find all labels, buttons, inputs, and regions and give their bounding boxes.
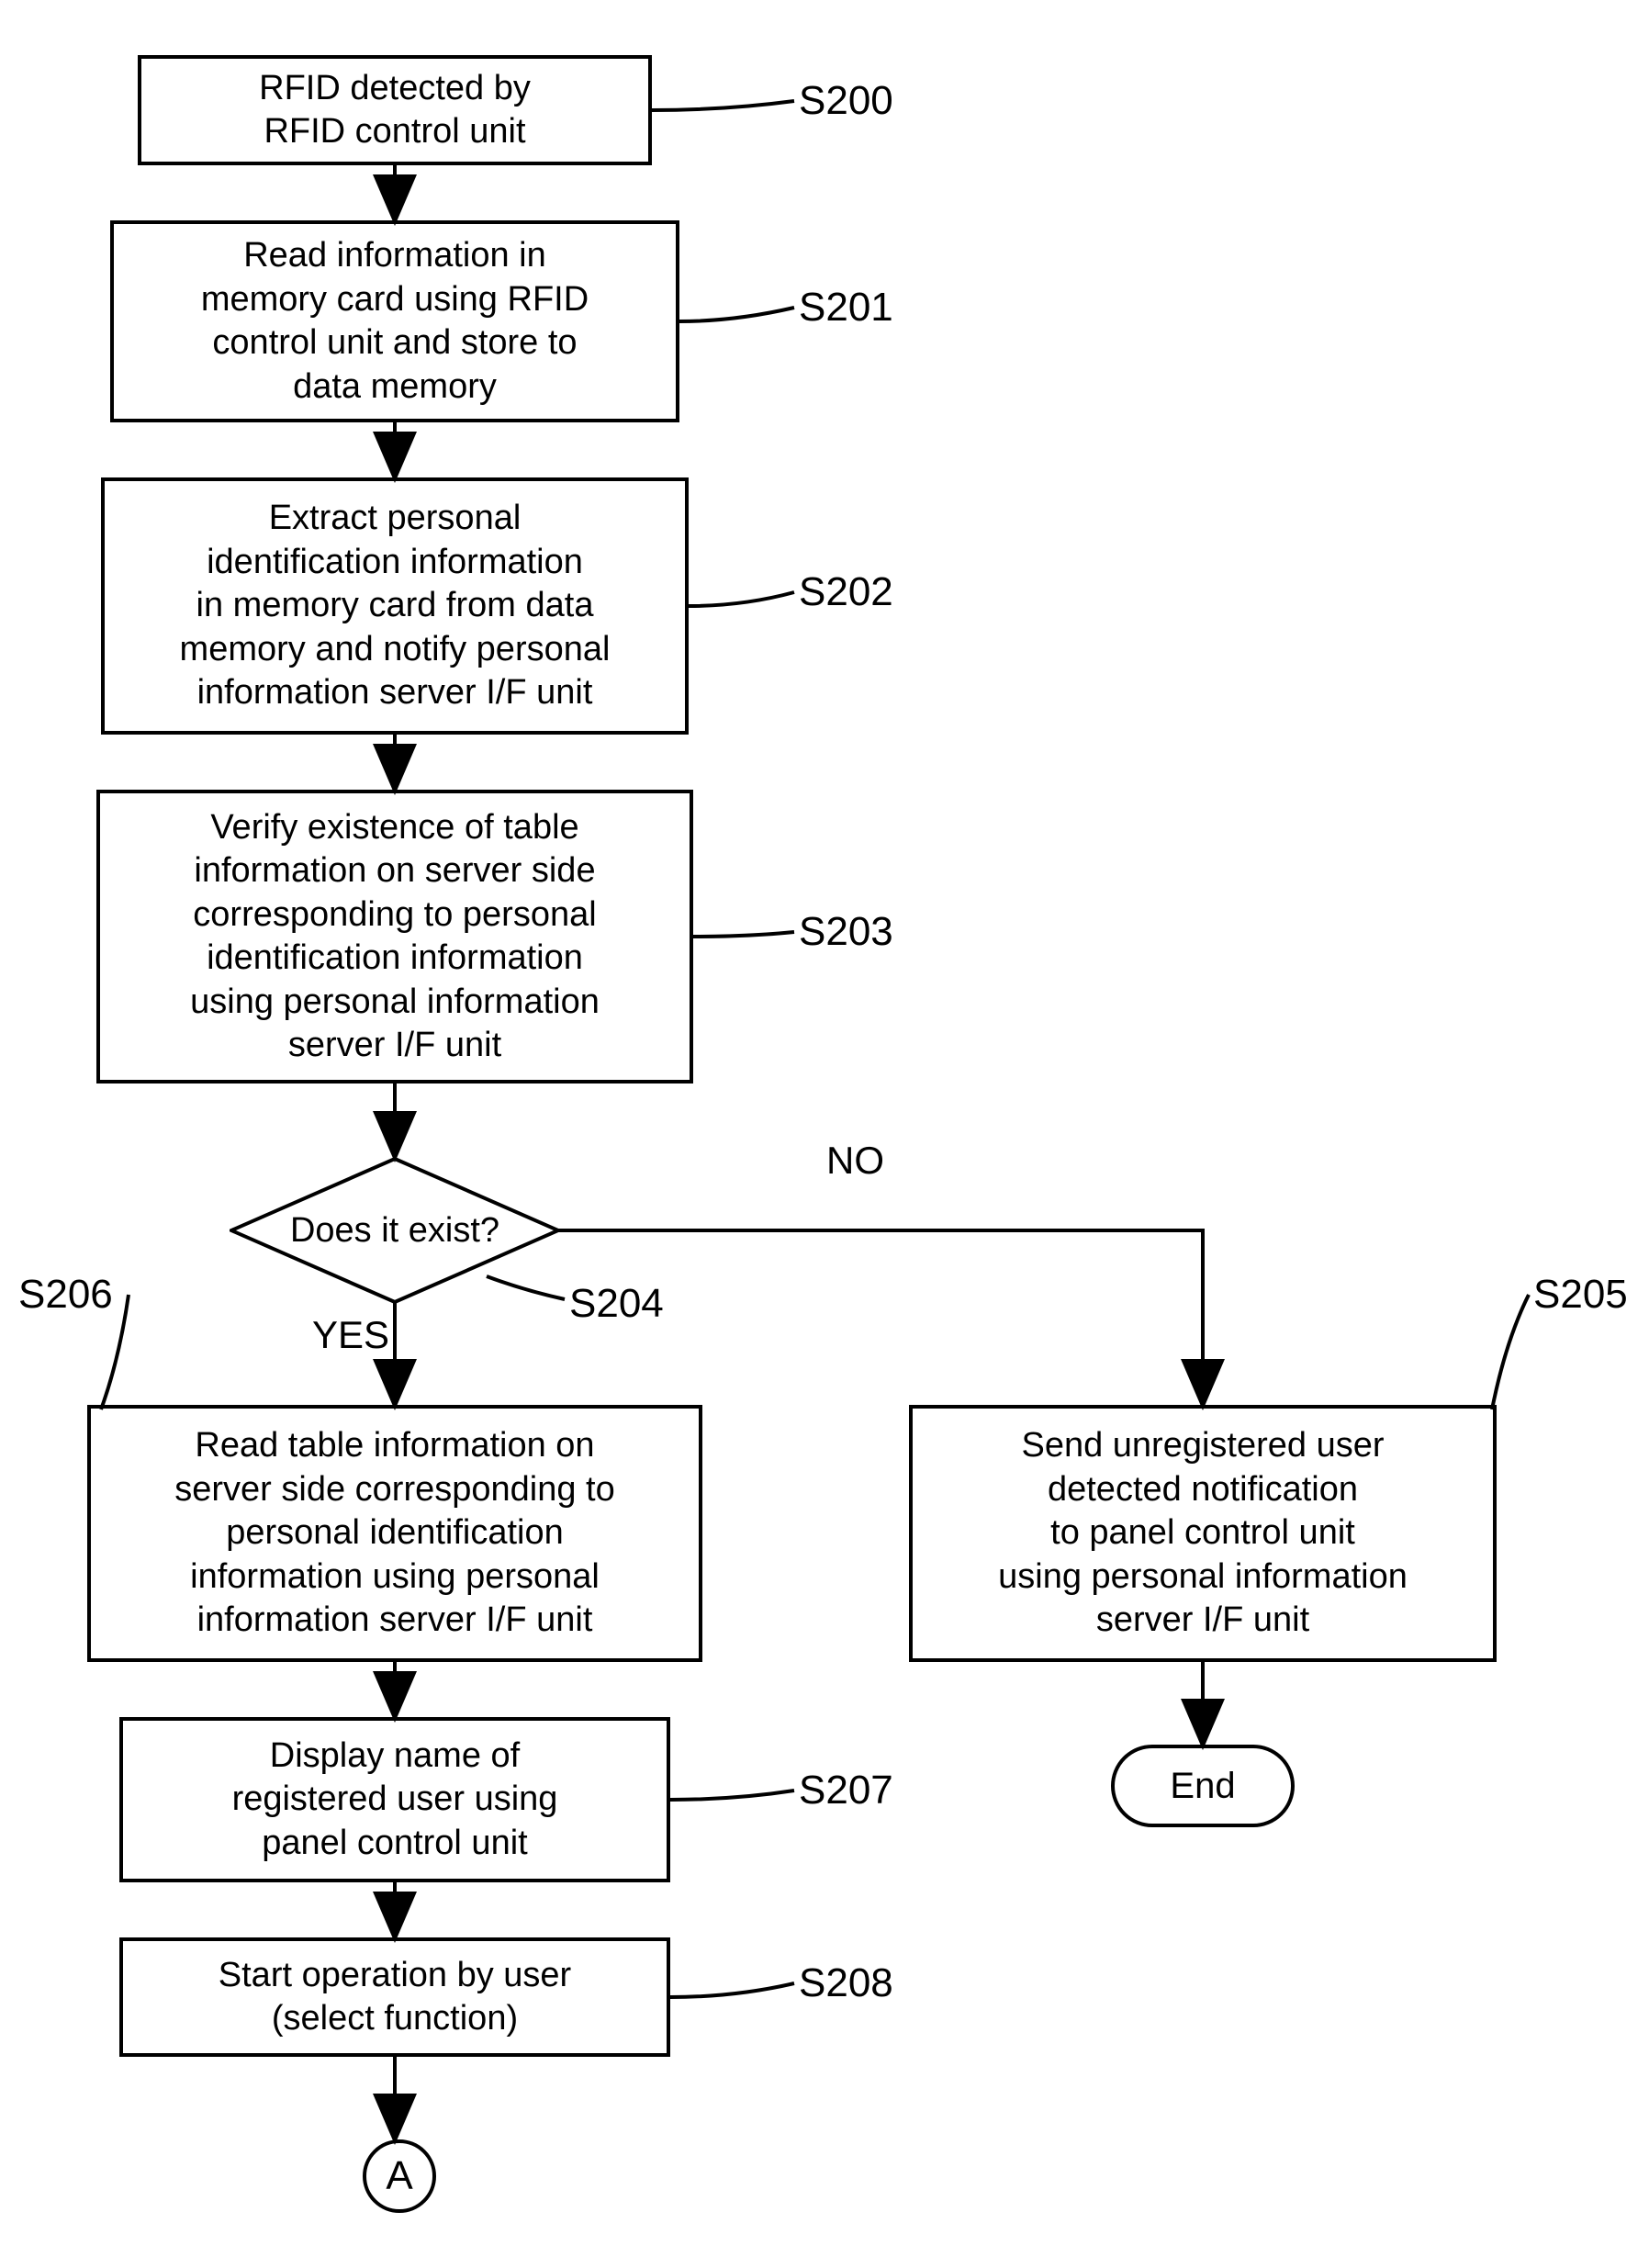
label-s204: S204	[569, 1281, 664, 1327]
label-s203: S203	[799, 909, 893, 955]
node-s204-text: Does it exist?	[290, 1211, 499, 1251]
node-s201: Read information inmemory card using RFI…	[110, 220, 679, 422]
label-s206: S206	[18, 1272, 113, 1318]
node-s201-text: Read information inmemory card using RFI…	[201, 234, 589, 409]
node-s206: Read table information onserver side cor…	[87, 1405, 702, 1662]
label-s208: S208	[799, 1960, 893, 2006]
label-yes: YES	[312, 1313, 389, 1357]
label-no: NO	[826, 1139, 884, 1183]
node-s207: Display name ofregistered user usingpane…	[119, 1717, 670, 1882]
node-end: End	[1111, 1745, 1295, 1827]
node-s206-text: Read table information onserver side cor…	[174, 1424, 614, 1643]
node-s203: Verify existence of tableinformation on …	[96, 790, 693, 1083]
label-s207: S207	[799, 1768, 893, 1813]
node-s204: Does it exist?	[230, 1157, 560, 1304]
label-s200: S200	[799, 78, 893, 124]
node-s202-text: Extract personalidentification informati…	[180, 497, 611, 715]
node-s203-text: Verify existence of tableinformation on …	[190, 806, 600, 1068]
node-s200-text: RFID detected byRFID control unit	[259, 67, 531, 154]
node-s202: Extract personalidentification informati…	[101, 477, 689, 735]
label-s202: S202	[799, 569, 893, 615]
node-end-text: End	[1170, 1766, 1235, 1807]
label-s205: S205	[1533, 1272, 1628, 1318]
label-s201: S201	[799, 285, 893, 331]
node-s208: Start operation by user(select function)	[119, 1937, 670, 2057]
node-s205-text: Send unregistered userdetected notificat…	[998, 1424, 1408, 1643]
node-s205: Send unregistered userdetected notificat…	[909, 1405, 1497, 1662]
connector-a: A	[363, 2139, 436, 2213]
node-s200: RFID detected byRFID control unit	[138, 55, 652, 165]
connector-a-text: A	[386, 2153, 412, 2199]
node-s208-text: Start operation by user(select function)	[219, 1954, 571, 2041]
node-s207-text: Display name ofregistered user usingpane…	[232, 1735, 558, 1866]
